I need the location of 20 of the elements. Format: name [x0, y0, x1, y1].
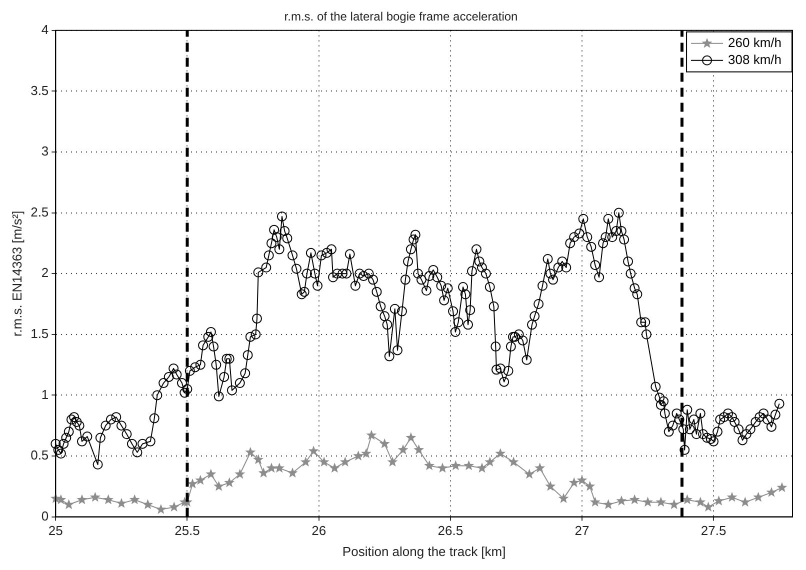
y-tick-label: 2 — [41, 265, 49, 280]
x-tick-label: 26.5 — [438, 523, 464, 538]
y-axis-title: r.m.s. EN14363 [m/s²] — [9, 210, 24, 336]
x-tick-label: 25 — [48, 523, 63, 538]
y-tick-label: 1.5 — [30, 326, 49, 341]
x-tick-label: 26 — [312, 523, 326, 538]
y-tick-label: 0.5 — [30, 448, 49, 463]
x-axis-title: Position along the track [km] — [342, 544, 506, 559]
legend-label: 260 km/h — [728, 34, 782, 50]
y-tick-label: 3 — [41, 144, 49, 159]
legend-label: 308 km/h — [728, 52, 782, 67]
y-tick-label: 3.5 — [30, 82, 49, 98]
x-tick-label: 25.5 — [174, 523, 200, 538]
chart-title: r.m.s. of the lateral bogie frame acceleration — [284, 10, 518, 24]
x-tick-label: 27.5 — [700, 523, 726, 538]
y-tick-label: 2.5 — [30, 204, 49, 220]
y-tick-label: 4 — [41, 22, 49, 37]
y-tick-label: 1 — [41, 386, 49, 402]
x-tick-label: 27 — [574, 523, 590, 538]
y-tick-label: 0 — [41, 508, 49, 524]
